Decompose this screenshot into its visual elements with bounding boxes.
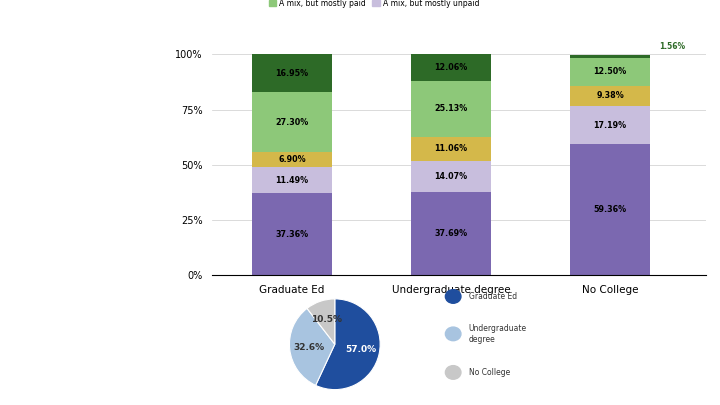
Text: Pregunta a la comunidad:: Pregunta a la comunidad: [20, 281, 132, 290]
Text: 14.07%: 14.07% [434, 172, 467, 181]
Bar [411, 54, 491, 81]
Text: educación: educación [20, 47, 104, 62]
Wedge shape [289, 308, 335, 386]
Text: 57.0%: 57.0% [345, 345, 376, 354]
Text: 16.95%: 16.95% [275, 69, 308, 78]
Bar [252, 193, 332, 275]
Bar [411, 81, 491, 136]
Wedge shape [315, 299, 380, 390]
Text: 37.36%: 37.36% [275, 230, 308, 239]
Text: 17.19%: 17.19% [593, 121, 626, 130]
Text: 12.50%: 12.50% [593, 67, 627, 76]
Bar [570, 55, 650, 58]
Text: 6.90%: 6.90% [278, 156, 306, 164]
Text: formal: formal [20, 75, 74, 90]
Text: 27.30%: 27.30% [275, 117, 309, 127]
Text: Undergraduate
degree: Undergraduate degree [469, 324, 527, 343]
Circle shape [446, 366, 461, 379]
Text: 25.13%: 25.13% [434, 104, 468, 113]
Bar [570, 106, 650, 144]
Text: 11.49%: 11.49% [275, 176, 308, 185]
Bar [252, 92, 332, 152]
Bar [252, 55, 332, 92]
Bar [570, 58, 650, 85]
Text: Aquellos “sin estudios
universitarios” tienen más
probabilidades de ser
voluntar: Aquellos “sin estudios universitarios” t… [20, 103, 134, 175]
Text: ¿Cómo atraer voluntarios que
no tienen educación
universitaria?: ¿Cómo atraer voluntarios que no tienen e… [20, 306, 135, 340]
Bar [411, 136, 491, 161]
Bar [570, 144, 650, 275]
Text: Efecto de la: Efecto de la [20, 18, 118, 33]
Text: 10.5%: 10.5% [311, 315, 342, 324]
Text: 37.69%: 37.69% [434, 229, 467, 238]
Legend: Paid work only, A mix, but mostly paid, An equal mix of paid and unpaid, A mix, : Paid work only, A mix, but mostly paid, … [266, 0, 574, 11]
Text: Graduate Ed: Graduate Ed [469, 292, 517, 301]
Wedge shape [307, 299, 335, 344]
Text: 9.38%: 9.38% [596, 92, 624, 100]
Text: ¿La educación afecta la
compensación? Sí χ²(2ρ), N =
611) = 23.46, p <.05: ¿La educación afecta la compensación? Sí… [20, 217, 128, 243]
Text: No College: No College [469, 368, 510, 377]
Circle shape [446, 327, 461, 341]
Bar [570, 85, 650, 106]
Text: 32.6%: 32.6% [293, 343, 324, 352]
Bar [411, 161, 491, 192]
Text: 1.56%: 1.56% [660, 42, 685, 51]
Text: 59.36%: 59.36% [593, 205, 626, 214]
Bar [252, 152, 332, 168]
Text: 11.06%: 11.06% [434, 144, 467, 153]
Text: 12.06%: 12.06% [434, 63, 468, 72]
Bar [252, 168, 332, 193]
Circle shape [446, 290, 461, 303]
Bar [411, 192, 491, 275]
